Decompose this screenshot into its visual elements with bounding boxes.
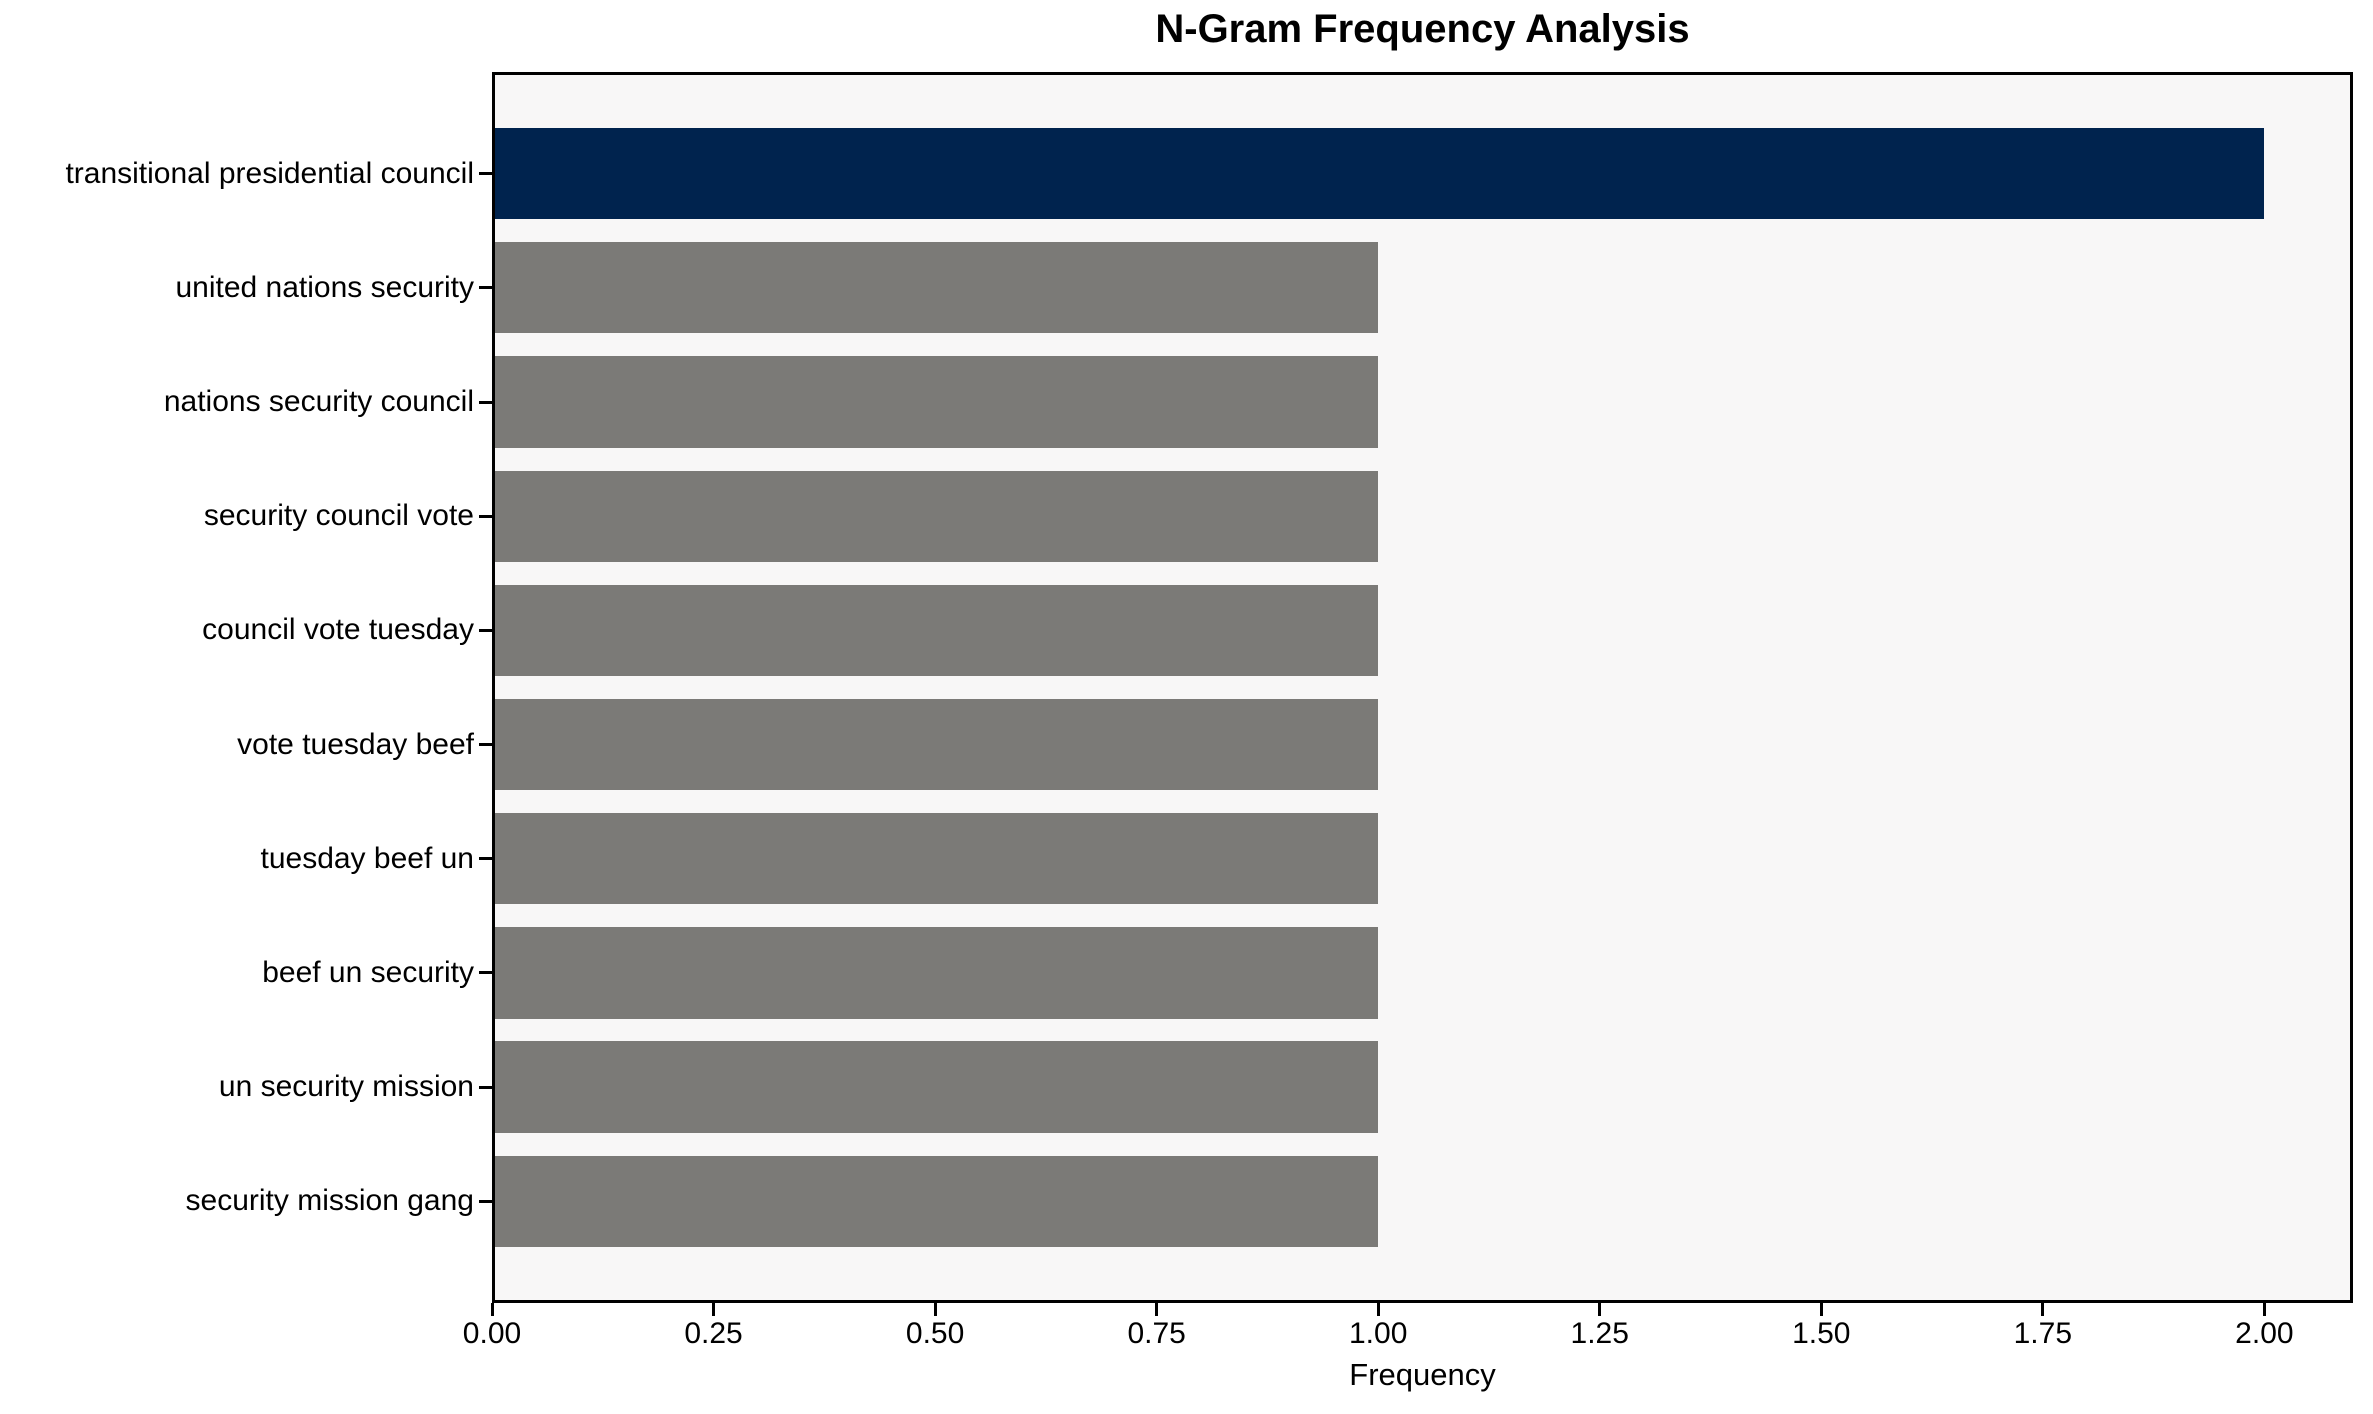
y-tick-label: beef un security bbox=[262, 955, 474, 989]
y-tick bbox=[479, 172, 492, 176]
x-tick-label: 1.50 bbox=[1792, 1317, 1851, 1350]
y-tick bbox=[479, 400, 492, 404]
bars-layer bbox=[492, 72, 2353, 1303]
y-tick-label: united nations security bbox=[175, 270, 474, 304]
x-axis-title: Frequency bbox=[1349, 1357, 1496, 1392]
y-tick-label: council vote tuesday bbox=[202, 613, 474, 647]
bar bbox=[492, 470, 1379, 562]
bar bbox=[492, 813, 1379, 905]
y-tick-label: transitional presidential council bbox=[65, 156, 474, 190]
x-tick-label: 1.75 bbox=[2013, 1317, 2073, 1350]
x-tick-label: 1.25 bbox=[1570, 1317, 1629, 1350]
x-tick bbox=[1376, 1303, 1380, 1316]
x-tick bbox=[490, 1303, 494, 1316]
y-tick bbox=[479, 1199, 492, 1203]
x-tick bbox=[712, 1303, 716, 1316]
x-tick bbox=[1819, 1303, 1823, 1316]
x-tick bbox=[2262, 1303, 2266, 1316]
y-tick-label: vote tuesday beef bbox=[237, 727, 474, 761]
x-tick-label: 1.00 bbox=[1348, 1317, 1408, 1350]
y-tick bbox=[479, 971, 492, 975]
y-tick-label: tuesday beef un bbox=[260, 841, 474, 875]
chart-title: N-Gram Frequency Analysis bbox=[1155, 7, 1690, 51]
x-tick bbox=[2041, 1303, 2045, 1316]
x-tick bbox=[1598, 1303, 1602, 1316]
x-tick bbox=[1155, 1303, 1159, 1316]
bar bbox=[492, 927, 1379, 1019]
y-tick bbox=[479, 857, 492, 861]
bar bbox=[492, 698, 1379, 791]
x-tick-label: 2.00 bbox=[2235, 1317, 2294, 1350]
y-tick-label: un security mission bbox=[218, 1070, 474, 1104]
x-tick-label: 0.75 bbox=[1127, 1317, 1186, 1350]
y-tick bbox=[479, 743, 492, 747]
y-tick bbox=[479, 286, 492, 290]
bar bbox=[492, 356, 1379, 448]
bar bbox=[492, 242, 1379, 334]
x-tick-label: 0.25 bbox=[684, 1317, 743, 1350]
y-tick-label: security mission gang bbox=[185, 1184, 474, 1218]
x-tick bbox=[933, 1303, 937, 1316]
x-tick-label: 0.50 bbox=[905, 1317, 965, 1350]
bar bbox=[492, 584, 1379, 677]
y-tick bbox=[479, 514, 492, 518]
y-tick-label: security council vote bbox=[203, 499, 474, 533]
bar bbox=[492, 1155, 1379, 1248]
y-tick bbox=[479, 1085, 492, 1089]
y-tick bbox=[479, 628, 492, 632]
y-tick-label: nations security council bbox=[163, 385, 474, 419]
x-tick-label: 0.00 bbox=[462, 1317, 522, 1350]
bar bbox=[492, 1041, 1379, 1133]
bar bbox=[492, 127, 2265, 220]
